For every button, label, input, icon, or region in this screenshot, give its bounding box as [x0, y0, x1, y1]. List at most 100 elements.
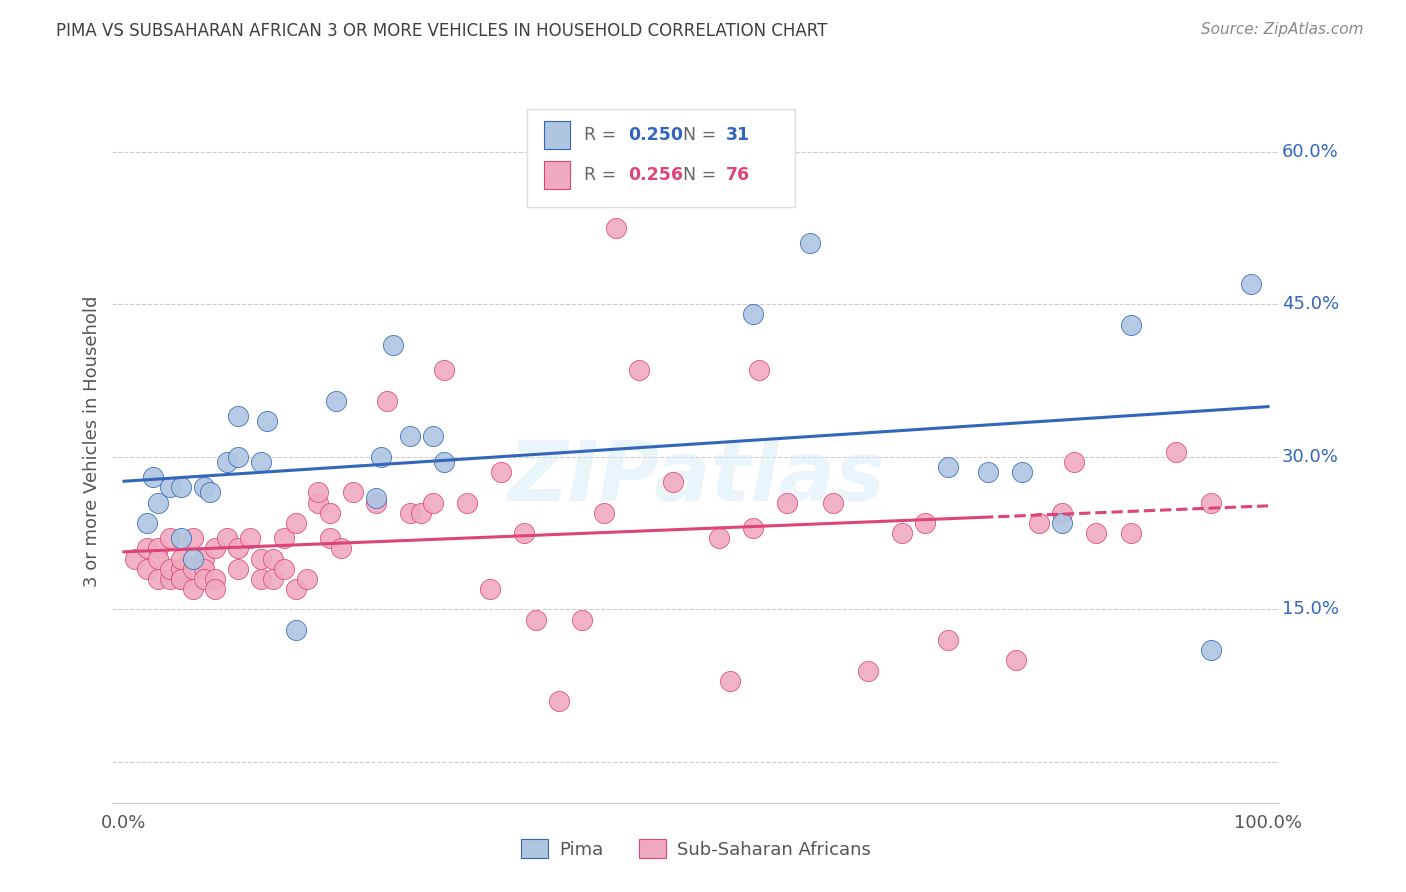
Text: 30.0%: 30.0% [1282, 448, 1339, 466]
Point [141, 470, 163, 484]
Point [204, 572, 226, 586]
Point [422, 429, 444, 443]
Point [159, 562, 181, 576]
Point [193, 480, 215, 494]
Point [547, 694, 569, 708]
Point [284, 582, 307, 596]
Point [571, 613, 593, 627]
Point [135, 562, 157, 576]
Point [370, 450, 392, 464]
Point [215, 531, 238, 545]
Text: 45.0%: 45.0% [1282, 295, 1339, 313]
Point [399, 429, 422, 443]
Text: 15.0%: 15.0% [1282, 600, 1339, 618]
Point [605, 220, 627, 235]
Point [215, 455, 238, 469]
Point [479, 582, 502, 596]
Point [228, 450, 250, 464]
Point [148, 572, 170, 586]
Point [198, 485, 221, 500]
Bar [544, 121, 569, 149]
Point [135, 516, 157, 530]
Point [748, 363, 770, 377]
Point [170, 562, 193, 576]
Point [1011, 465, 1033, 479]
Text: 0.250: 0.250 [628, 126, 683, 145]
Point [1063, 455, 1085, 469]
Point [1199, 643, 1222, 657]
Y-axis label: 3 or more Vehicles in Household: 3 or more Vehicles in Household [83, 296, 101, 587]
Point [181, 551, 204, 566]
Point [411, 506, 433, 520]
Point [1119, 318, 1142, 332]
Text: R =: R = [583, 166, 621, 184]
Point [228, 409, 250, 423]
Point [148, 495, 170, 509]
Point [170, 531, 193, 545]
Point [976, 465, 998, 479]
Text: 60.0%: 60.0% [1282, 143, 1339, 161]
Point [307, 495, 329, 509]
Point [204, 541, 226, 556]
Point [181, 582, 204, 596]
Point [325, 393, 347, 408]
Point [181, 562, 204, 576]
FancyBboxPatch shape [527, 109, 796, 207]
Point [124, 551, 146, 566]
Point [250, 455, 273, 469]
Point [228, 541, 250, 556]
Point [433, 363, 456, 377]
Point [284, 623, 307, 637]
Point [1005, 653, 1028, 667]
Point [823, 495, 845, 509]
Point [627, 363, 650, 377]
Point [159, 531, 181, 545]
Point [1119, 526, 1142, 541]
Point [1028, 516, 1050, 530]
Point [742, 521, 765, 535]
Point [239, 531, 262, 545]
Point [718, 673, 741, 688]
Point [262, 572, 284, 586]
Point [1240, 277, 1263, 291]
Text: PIMA VS SUBSAHARAN AFRICAN 3 OR MORE VEHICLES IN HOUSEHOLD CORRELATION CHART: PIMA VS SUBSAHARAN AFRICAN 3 OR MORE VEH… [56, 22, 828, 40]
Point [707, 531, 730, 545]
Point [284, 516, 307, 530]
Point [742, 307, 765, 321]
Text: N =: N = [683, 166, 721, 184]
Point [375, 393, 398, 408]
Point [193, 562, 215, 576]
Text: Source: ZipAtlas.com: Source: ZipAtlas.com [1201, 22, 1364, 37]
Point [1166, 444, 1188, 458]
Point [456, 495, 478, 509]
Text: 0.256: 0.256 [628, 166, 683, 184]
Point [250, 551, 273, 566]
Point [307, 485, 329, 500]
Point [181, 531, 204, 545]
Text: ZIPatlas: ZIPatlas [508, 437, 884, 518]
Point [1085, 526, 1108, 541]
Text: 76: 76 [727, 166, 751, 184]
Point [936, 632, 959, 647]
Point [381, 338, 404, 352]
Point [593, 506, 616, 520]
Point [364, 495, 387, 509]
Point [170, 572, 193, 586]
Point [342, 485, 364, 500]
Point [364, 491, 387, 505]
Point [204, 582, 226, 596]
Point [256, 414, 278, 428]
Text: N =: N = [683, 126, 721, 145]
Point [250, 572, 273, 586]
Point [148, 541, 170, 556]
Point [491, 465, 513, 479]
Point [193, 551, 215, 566]
Point [936, 460, 959, 475]
Point [433, 455, 456, 469]
Point [524, 613, 547, 627]
Point [159, 480, 181, 494]
Point [330, 541, 353, 556]
Point [856, 664, 879, 678]
Point [513, 526, 536, 541]
Point [273, 562, 295, 576]
